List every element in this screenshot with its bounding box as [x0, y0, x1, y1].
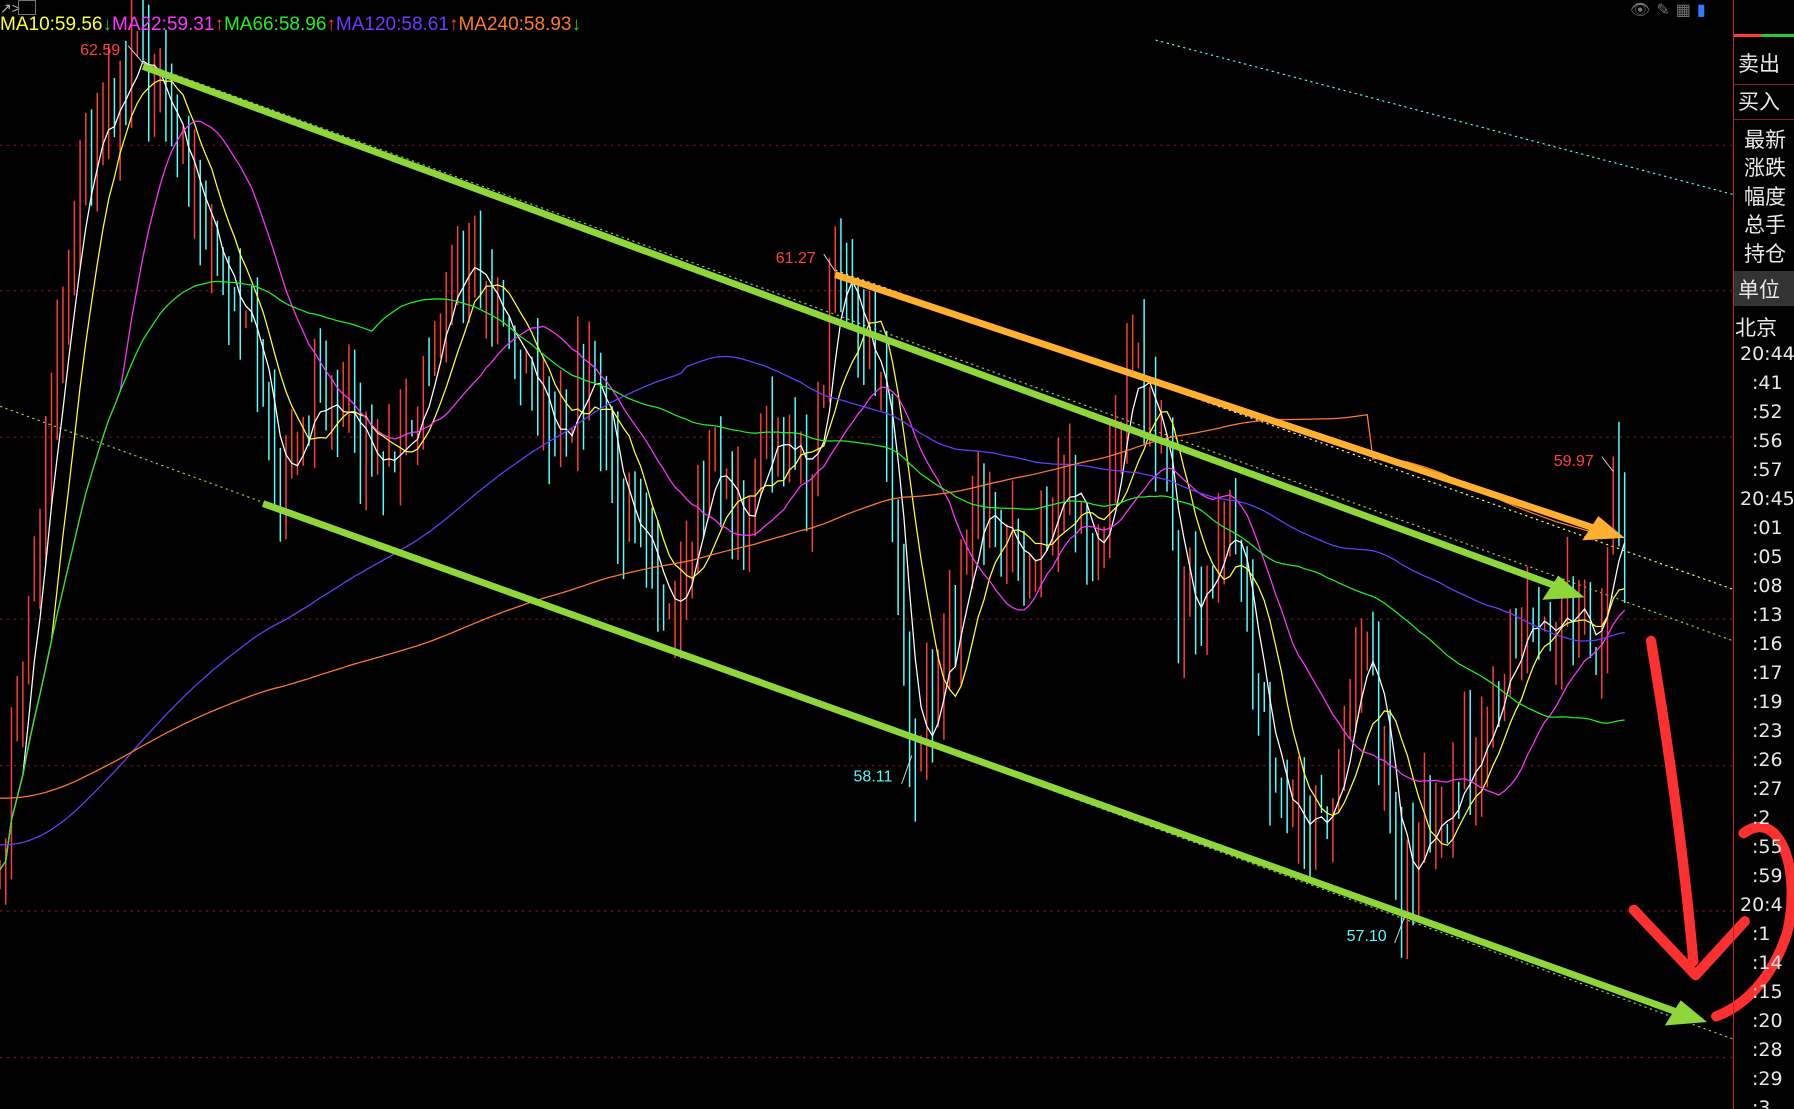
time-label: :14 [1752, 952, 1783, 974]
field-open-interest: 持仓 [1744, 242, 1786, 266]
sell-label: 卖出 [1738, 52, 1780, 76]
chart-toolbar: 👁 ✎ ▦ ▮ [1630, 0, 1706, 19]
time-label: :57 [1752, 459, 1783, 481]
ma10-line [0, 79, 1625, 870]
ma-legend: MA10:59.56 ↓ MA22:59.31 ↑ MA66:58.96 ↑ MA120:5… [0, 14, 581, 36]
ma22-line [0, 120, 1626, 870]
bid-ask-ratio-bar [1734, 34, 1794, 37]
beijing-label: 北京 [1735, 316, 1777, 340]
ma240-line [0, 414, 1625, 799]
time-label: :29 [1752, 1068, 1783, 1090]
time-label: :52 [1752, 401, 1783, 423]
time-label: 20:45 [1740, 488, 1794, 510]
panel-toggle-icon[interactable]: ▮ [1696, 2, 1706, 19]
upper-channel-arrowhead [1542, 575, 1585, 600]
time-label: :59 [1752, 865, 1783, 887]
annotation-pointer [823, 253, 836, 272]
price-annotation: 62.59 [80, 41, 120, 59]
trend-channel-lines [0, 39, 1734, 1040]
draw-tool-icon[interactable]: ↗> [0, 0, 20, 16]
unit-label: 单位 [1738, 278, 1780, 302]
candles [0, 0, 1626, 960]
ma-legend-item: MA10:59.56 [0, 14, 103, 35]
annotation-pointer [1601, 456, 1614, 472]
time-label: :3 [1752, 1097, 1771, 1109]
annotation-pointer [1394, 915, 1406, 944]
time-label: :08 [1752, 575, 1783, 597]
dropdown-toggle[interactable] [18, 0, 36, 15]
hide-eye-icon[interactable]: 👁 [1630, 2, 1651, 19]
field-percent: 幅度 [1744, 185, 1786, 209]
field-change: 涨跌 [1744, 156, 1786, 180]
trend-arrow-icon: ↑ [448, 14, 459, 35]
unit-row[interactable] [1734, 271, 1794, 306]
time-label: :26 [1752, 749, 1783, 771]
ma5-line [0, 60, 1626, 871]
trend-arrow-icon: ↓ [102, 14, 112, 35]
hand-drawn-down-arrow [1628, 635, 1794, 1022]
mid-dotted-line [142, 62, 1734, 642]
moving-average-lines [0, 60, 1626, 871]
time-label: :1 [1752, 923, 1771, 945]
resistance-arrowhead [1582, 516, 1625, 541]
price-annotation: 59.97 [1554, 452, 1594, 470]
time-label: :27 [1752, 778, 1783, 800]
time-label: :01 [1752, 517, 1783, 539]
lower-channel-arrowhead [1664, 1000, 1708, 1026]
resistance-arrow [834, 271, 1598, 533]
price-annotation: 57.10 [1347, 927, 1387, 945]
field-volume: 总手 [1744, 213, 1786, 237]
price-annotation: 61.27 [776, 249, 816, 267]
upper-dotted-line [1155, 39, 1734, 196]
time-label: :19 [1752, 691, 1783, 713]
trend-arrow-icon: ↑ [326, 14, 336, 35]
ma-legend-item: MA22:59.31 [111, 14, 215, 35]
time-label: :20 [1752, 1010, 1783, 1032]
grid-icon[interactable]: ▦ [1675, 2, 1691, 19]
time-label: :17 [1752, 662, 1783, 684]
price-annotation: 58.11 [854, 768, 893, 786]
ma-legend-item: MA66:58.96 [223, 14, 327, 35]
time-label: :28 [1752, 1039, 1783, 1061]
pencil-icon[interactable]: ✎ [1656, 2, 1670, 19]
field-latest: 最新 [1744, 128, 1786, 152]
time-label: :23 [1752, 720, 1783, 742]
time-label: 20:4 [1740, 894, 1783, 916]
ma-legend-item: MA240:58.93 [458, 14, 572, 35]
time-label: :15 [1752, 981, 1783, 1003]
annotation-pointer [901, 755, 913, 785]
drawn-arrows [141, 63, 1708, 1026]
time-label: :16 [1752, 633, 1783, 655]
time-label: :13 [1752, 604, 1783, 626]
time-label: :56 [1752, 430, 1783, 452]
quote-panel: 卖出 买入 最新 涨跌 幅度 总手 持仓 单位 北京 20:44 :41 :52 :5… [1733, 0, 1794, 1109]
time-label: :05 [1752, 546, 1783, 568]
time-label: 20:44 [1740, 343, 1794, 365]
annotation-pointer [127, 45, 144, 64]
ma120-line [0, 355, 1625, 846]
buy-label: 买入 [1738, 90, 1780, 114]
upper-channel-arrow [141, 63, 1558, 590]
time-label: :41 [1752, 372, 1783, 394]
trend-arrow-icon: ↑ [214, 14, 224, 35]
lower-channel-arrow [261, 500, 1678, 1015]
resistance-dotted-line [835, 269, 1734, 590]
time-label: :2 [1752, 807, 1771, 829]
trend-arrow-icon: ↓ [571, 14, 581, 35]
time-label: :55 [1752, 836, 1783, 858]
ma66-line [0, 280, 1625, 870]
ma-legend-item: MA120:58.61 [335, 14, 449, 35]
